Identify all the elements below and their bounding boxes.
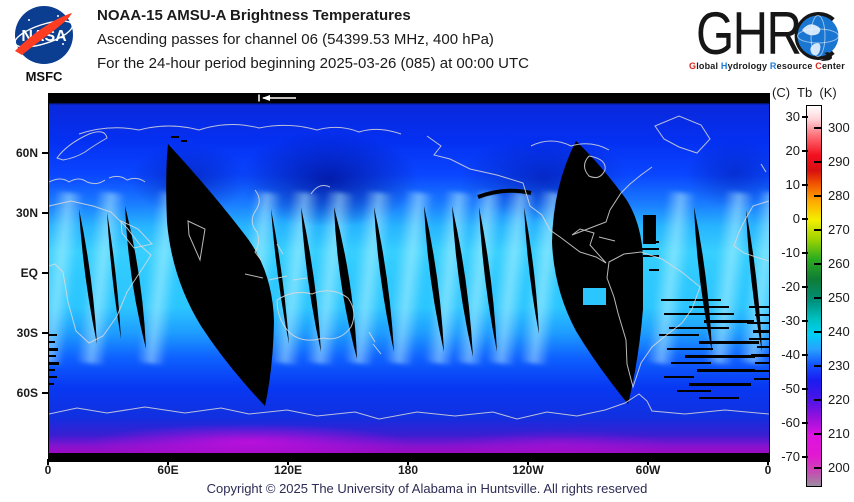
ghrc-tagline: Global Hydrology Resource Center: [689, 61, 845, 71]
kelvin-tick: [814, 161, 822, 163]
colorbar-title: (C) Tb (K): [772, 85, 837, 100]
latitude-axis: 60N 30N EQ 30S 60S: [0, 93, 48, 460]
celsius-tick: [802, 116, 808, 119]
celsius-tick: [802, 456, 808, 459]
kelvin-label-300: 300: [828, 120, 850, 135]
lon-label-0: 0: [44, 463, 52, 477]
celsius-label--50: -50: [781, 381, 800, 397]
kelvin-label-250: 250: [828, 290, 850, 305]
orbit-ellipse: [14, 20, 74, 48]
kelvin-label-290: 290: [828, 154, 850, 169]
lat-label-60S: 60S: [16, 386, 38, 400]
lon-label-120W: 120W: [512, 463, 544, 477]
kelvin-label-260: 260: [828, 256, 850, 271]
lon-tick: [527, 459, 529, 465]
celsius-label-0: 0: [792, 211, 800, 227]
subtitle-channel: Ascending passes for channel 06 (54399.5…: [97, 31, 494, 48]
nasa-logo: NASA: [14, 6, 74, 64]
lon-tick: [167, 459, 169, 465]
page-title: NOAA-15 AMSU-A Brightness Temperatures: [97, 7, 411, 24]
kelvin-label-210: 210: [828, 426, 850, 441]
kelvin-label-270: 270: [828, 222, 850, 237]
tagline-g: G: [689, 61, 697, 71]
celsius-tick: [802, 286, 808, 289]
brightness-temperature-map: [48, 93, 770, 462]
celsius-label--60: -60: [781, 415, 800, 431]
kelvin-tick: [814, 127, 822, 129]
globe-stand: [820, 52, 833, 61]
celsius-label--10: -10: [781, 245, 800, 261]
kelvin-tick: [814, 229, 822, 231]
tagline-c: C: [815, 61, 822, 71]
lon-tick: [767, 459, 769, 465]
lon-label-60E: 60E: [157, 463, 179, 477]
celsius-tick: [802, 184, 808, 187]
kelvin-label-280: 280: [828, 188, 850, 203]
msfc-caption: MSFC: [25, 69, 63, 84]
ghrc-logo: GHR: [696, 4, 839, 62]
longitude-axis: 0 60E 120E 180 120W 60W 0: [0, 456, 854, 482]
lon-label-60W: 60W: [635, 463, 661, 477]
kelvin-tick: [814, 263, 822, 265]
nasa-swoosh: [15, 13, 72, 55]
colorbar-area: (C) Tb (K) 300 290 280 270 260 250 240 230 220 21…: [756, 85, 854, 497]
ghrc-letters: GHR: [696, 4, 801, 62]
kelvin-label-200: 200: [828, 460, 850, 475]
lon-tick: [287, 459, 289, 465]
tagline-h: H: [720, 61, 728, 71]
lat-tick: [42, 152, 48, 154]
lat-label-30N: 30N: [15, 206, 38, 220]
celsius-tick: [802, 422, 808, 425]
kelvin-tick: [814, 365, 822, 367]
celsius-label--30: -30: [781, 313, 800, 329]
lat-tick: [42, 392, 48, 394]
map-overlay: [49, 94, 769, 461]
kelvin-label-240: 240: [828, 324, 850, 339]
celsius-tick: [802, 150, 808, 153]
celsius-tick: [802, 354, 808, 357]
lat-label-30S: 30S: [16, 326, 38, 340]
celsius-label-10: 10: [785, 177, 800, 193]
celsius-label--70: -70: [781, 449, 800, 465]
title-block: NOAA-15 AMSU-A Brightness Temperatures A…: [97, 7, 657, 79]
copyright-line: Copyright © 2025 The University of Alaba…: [206, 481, 648, 496]
scan-direction-arrow-icon: [258, 94, 296, 102]
subtitle-period: For the 24-hour period beginning 2025-03…: [97, 55, 529, 72]
celsius-label--40: -40: [781, 347, 800, 363]
kelvin-tick: [814, 467, 822, 469]
kelvin-tick: [814, 195, 822, 197]
kelvin-tick: [814, 399, 822, 401]
kelvin-label-220: 220: [828, 392, 850, 407]
kelvin-label-230: 230: [828, 358, 850, 373]
lon-tick: [647, 459, 649, 465]
lat-label-EQ: EQ: [20, 266, 38, 280]
kelvin-tick: [814, 297, 822, 299]
kelvin-tick: [814, 331, 822, 333]
lat-tick: [42, 212, 48, 214]
lat-tick: [42, 272, 48, 274]
celsius-tick: [802, 388, 808, 391]
celsius-tick: [802, 218, 808, 221]
lon-label-180: 180: [397, 463, 419, 477]
colorbar-gradient: [806, 105, 822, 487]
celsius-label--20: -20: [781, 279, 800, 295]
lat-label-60N: 60N: [15, 146, 38, 160]
kelvin-tick: [814, 433, 822, 435]
lon-tick: [407, 459, 409, 465]
celsius-label-30: 30: [785, 109, 800, 125]
lon-tick: [47, 459, 49, 465]
lon-label-0: 0: [764, 463, 772, 477]
celsius-tick: [802, 252, 808, 255]
lat-tick: [42, 332, 48, 334]
lon-label-120E: 120E: [273, 463, 303, 477]
celsius-label-20: 20: [785, 143, 800, 159]
celsius-tick: [802, 320, 808, 323]
tagline-r: R: [769, 61, 777, 71]
